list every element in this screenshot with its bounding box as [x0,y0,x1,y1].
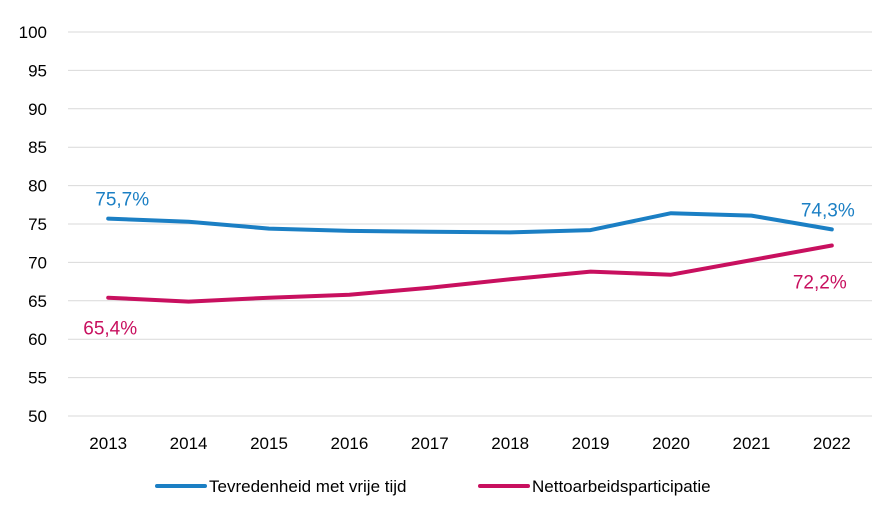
y-tick-label: 60 [28,330,47,349]
y-tick-label: 85 [28,138,47,157]
x-tick-label: 2016 [330,434,368,453]
y-tick-label: 55 [28,369,47,388]
y-tick-label: 90 [28,100,47,119]
y-tick-label: 95 [28,61,47,80]
x-tick-label: 2022 [813,434,851,453]
y-tick-label: 80 [28,177,47,196]
x-tick-label: 2017 [411,434,449,453]
x-tick-label: 2021 [732,434,770,453]
y-tick-label: 65 [28,292,47,311]
series-line-0 [106,211,834,235]
data-label: 75,7% [95,190,149,211]
legend-label: Nettoarbeidsparticipatie [532,477,711,496]
series-line-1 [106,243,834,304]
y-axis: 50 55 60 65 70 75 80 85 90 95 100 [19,23,47,426]
y-tick-label: 50 [28,407,47,426]
x-tick-label: 2020 [652,434,690,453]
x-axis: 2013 2014 2015 2016 2017 2018 2019 2020 2021 2022 [89,434,850,453]
x-tick-label: 2018 [491,434,529,453]
data-labels: 75,7% 74,3% 65,4% 72,2% [83,190,855,340]
x-tick-label: 2013 [89,434,127,453]
legend: Tevredenheid met vrije tijd Nettoarbeidsp… [155,477,711,496]
gridlines [68,31,872,417]
data-label: 72,2% [793,273,847,294]
data-label: 74,3% [801,200,855,221]
y-tick-label: 100 [19,23,47,42]
y-tick-label: 70 [28,253,47,272]
x-tick-label: 2019 [572,434,610,453]
series-lines [106,211,834,304]
x-tick-label: 2014 [170,434,208,453]
legend-label: Tevredenheid met vrije tijd [209,477,406,496]
x-tick-label: 2015 [250,434,288,453]
data-label: 65,4% [83,319,137,340]
y-tick-label: 75 [28,215,47,234]
